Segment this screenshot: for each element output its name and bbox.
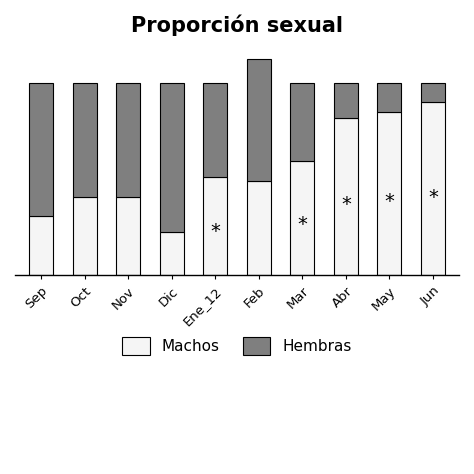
Bar: [203, 82, 227, 177]
Bar: [73, 82, 97, 197]
Text: *: *: [297, 215, 307, 234]
Bar: [160, 82, 184, 232]
Bar: [334, 118, 358, 275]
Text: *: *: [210, 222, 220, 241]
Text: *: *: [384, 192, 394, 211]
Title: Proporción sexual: Proporción sexual: [131, 15, 343, 36]
Bar: [290, 161, 314, 275]
Bar: [247, 181, 271, 275]
Text: *: *: [428, 188, 438, 207]
Bar: [160, 232, 184, 275]
Bar: [247, 59, 271, 181]
Bar: [116, 197, 140, 275]
Bar: [290, 82, 314, 161]
Bar: [421, 82, 445, 102]
Bar: [29, 82, 53, 217]
Bar: [377, 82, 401, 112]
Bar: [203, 177, 227, 275]
Text: *: *: [341, 195, 351, 214]
Bar: [377, 112, 401, 275]
Bar: [334, 82, 358, 118]
Legend: Machos, Hembras: Machos, Hembras: [115, 329, 359, 363]
Bar: [421, 102, 445, 275]
Bar: [29, 217, 53, 275]
Bar: [116, 82, 140, 197]
Bar: [73, 197, 97, 275]
